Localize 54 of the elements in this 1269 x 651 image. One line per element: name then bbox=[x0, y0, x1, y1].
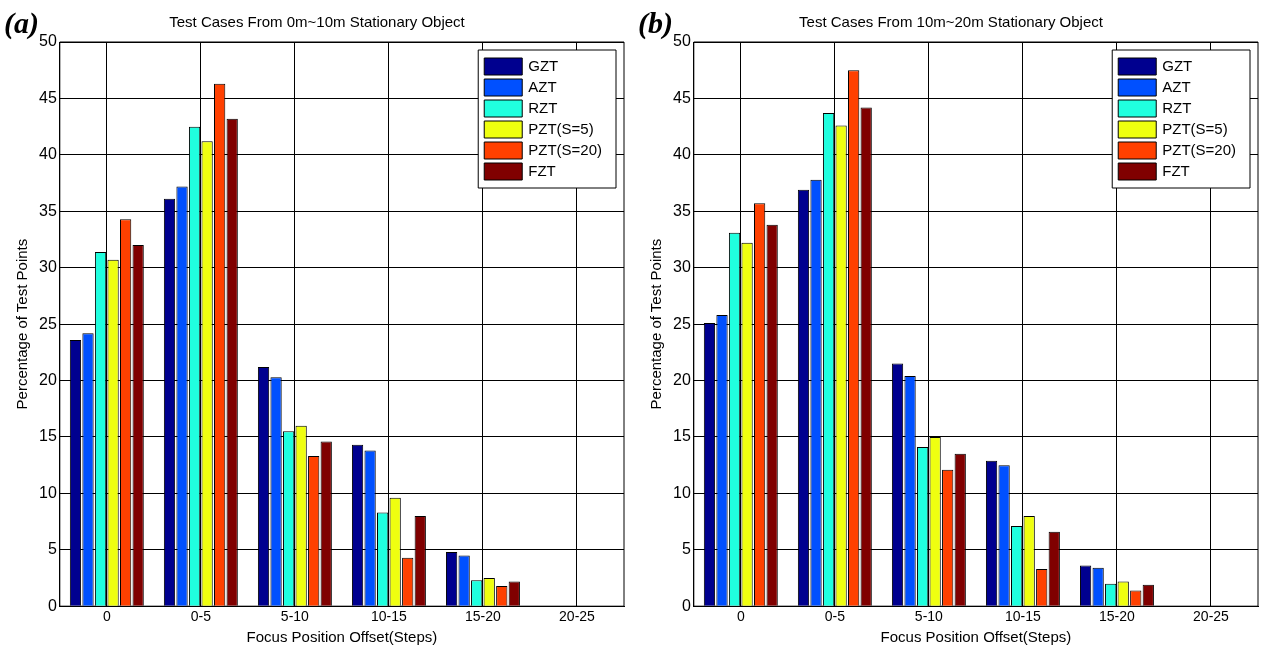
y-tick-label: 0 bbox=[47, 596, 57, 614]
x-axis-title: Focus Position Offset(Steps) bbox=[246, 628, 438, 646]
chart-title: Test Cases From 10m~20m Stationary Object bbox=[799, 13, 1104, 31]
y-tick-label: 20 bbox=[39, 370, 57, 388]
legend-label: PZT(S=20) bbox=[528, 140, 603, 158]
y-tick-label: 25 bbox=[39, 314, 57, 332]
x-tick-label: 10-15 bbox=[1005, 608, 1042, 625]
x-tick-label: 0-5 bbox=[190, 608, 212, 625]
x-tick-label: 0 bbox=[102, 608, 111, 625]
y-tick-label: 45 bbox=[39, 88, 57, 106]
y-tick-label: 40 bbox=[39, 145, 57, 163]
legend-label: PZT(S=20) bbox=[1162, 140, 1237, 158]
y-tick-label: 35 bbox=[39, 201, 57, 219]
x-tick-label: 20-25 bbox=[559, 608, 596, 625]
y-tick-label: 50 bbox=[673, 32, 691, 50]
text: (a) bbox=[4, 6, 39, 40]
legend-label: PZT(S=5) bbox=[1162, 119, 1228, 137]
y-tick-label: 35 bbox=[673, 201, 691, 219]
legend-label: AZT bbox=[528, 77, 557, 95]
y-tick-label: 15 bbox=[673, 427, 691, 445]
legend-label: RZT bbox=[528, 98, 558, 116]
y-tick-label: 10 bbox=[39, 483, 57, 501]
y-tick-label: 40 bbox=[673, 145, 691, 163]
x-tick-label: 5-10 bbox=[280, 608, 310, 625]
y-tick-label: 10 bbox=[673, 483, 691, 501]
x-tick-label: 5-10 bbox=[914, 608, 944, 625]
legend-label: GZT bbox=[528, 56, 559, 74]
y-tick-label: 20 bbox=[673, 370, 691, 388]
legend-label: FZT bbox=[528, 161, 556, 179]
y-tick-label: 45 bbox=[673, 88, 691, 106]
y-tick-label: 0 bbox=[681, 596, 691, 614]
x-tick-label: 20-25 bbox=[1193, 608, 1230, 625]
x-tick-label: 10-15 bbox=[371, 608, 408, 625]
y-tick-label: 30 bbox=[39, 258, 57, 276]
y-tick-label: 15 bbox=[39, 427, 57, 445]
chart-title: Test Cases From 0m~10m Stationary Object bbox=[169, 13, 466, 31]
y-axis-title: Percentage of Test Points bbox=[13, 238, 31, 410]
x-tick-label: 15-20 bbox=[1099, 608, 1136, 625]
y-tick-label: 5 bbox=[681, 540, 691, 558]
x-axis-title: Focus Position Offset(Steps) bbox=[880, 628, 1072, 646]
legend-label: AZT bbox=[1162, 77, 1191, 95]
y-tick-label: 30 bbox=[673, 258, 691, 276]
text: (b) bbox=[638, 6, 673, 40]
legend-label: RZT bbox=[1162, 98, 1192, 116]
x-tick-label: 0-5 bbox=[824, 608, 846, 625]
y-axis-title: Percentage of Test Points bbox=[647, 238, 665, 410]
legend-label: GZT bbox=[1162, 56, 1193, 74]
legend-label: PZT(S=5) bbox=[528, 119, 594, 137]
y-tick-label: 25 bbox=[673, 314, 691, 332]
y-tick-label: 5 bbox=[47, 540, 57, 558]
x-tick-label: 0 bbox=[736, 608, 745, 625]
legend-label: FZT bbox=[1162, 161, 1190, 179]
x-tick-label: 15-20 bbox=[465, 608, 502, 625]
y-tick-label: 50 bbox=[39, 32, 57, 50]
